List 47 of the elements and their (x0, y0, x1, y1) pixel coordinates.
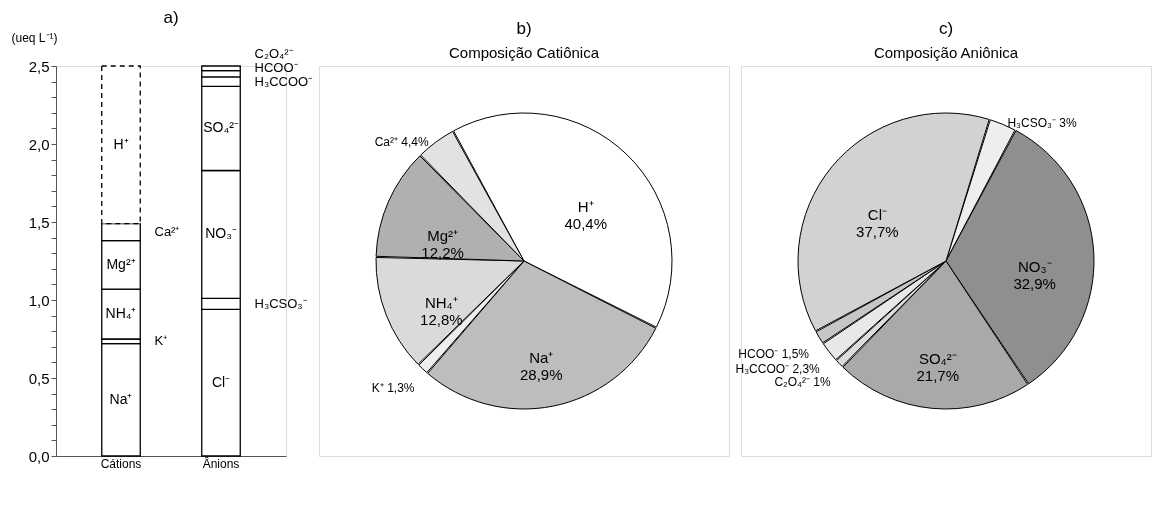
series-label: HCOO⁻ (254, 59, 298, 75)
series-label: NH₄⁺ (105, 305, 137, 322)
slice-label: Mg²⁺ (427, 226, 459, 244)
series-label: SO₄²⁻ (203, 119, 239, 136)
series-label: Cl⁻ (211, 373, 231, 390)
series-label: Na⁺ (109, 390, 133, 407)
slice-label: HCOO⁻ 1,5% (738, 346, 810, 361)
data-label: 12,8% (420, 311, 463, 329)
series-label: C₂O₄²⁻ (254, 45, 293, 61)
series-label: K⁺ (154, 333, 168, 349)
chart-subtitle: Composição Aniônica (873, 44, 1019, 61)
slice-label: NO₃⁻ (1017, 257, 1052, 275)
series-label: Mg²⁺ (106, 255, 136, 272)
slice-label: Ca²⁺ 4,4% (374, 135, 429, 150)
slice-label: Na⁺ (529, 349, 554, 367)
y-tick-label: 0,5 (28, 369, 50, 387)
data-label: 40,4% (564, 215, 608, 233)
y-tick-label: 1,0 (28, 291, 50, 309)
series-label: H⁺ (113, 135, 129, 152)
slice-label: H₃CSO₃⁻ 3% (1007, 116, 1077, 131)
x-tick-label: Cátions (100, 456, 142, 471)
slice-label: Cl⁻ (867, 205, 887, 223)
chart-title: b) (516, 19, 532, 38)
slice-label: H⁺ (577, 198, 594, 216)
chart-subtitle: Composição Catiônica (448, 44, 600, 61)
x-tick-label: Ânions (202, 455, 240, 471)
slice-label: K⁺ 1,3% (371, 380, 415, 395)
y-tick-label: 1,5 (28, 213, 50, 231)
y-tick-label: 0,0 (28, 447, 50, 465)
series-label: NO₃⁻ (205, 225, 237, 242)
series-label: H₃CCOO⁻ (254, 73, 313, 89)
chart-title: c) (938, 19, 954, 38)
y-axis-title: (ueq L⁻¹) (11, 30, 58, 45)
slice-label: H₃CCOO⁻ 2,3% (735, 362, 821, 377)
data-label: 32,9% (1013, 274, 1056, 292)
slice-label: SO₄²⁻ (918, 350, 957, 368)
data-label: 12,2% (421, 243, 464, 261)
y-tick-label: 2,5 (28, 57, 50, 75)
data-label: 37,7% (856, 222, 899, 240)
slice-label: C₂O₄²⁻ 1% (774, 375, 831, 390)
y-tick-label: 2,0 (28, 135, 50, 153)
slice-label: NH₄⁺ (424, 294, 458, 312)
series-label: H₃CSO₃⁻ (254, 295, 307, 311)
chart-title: a) (163, 8, 179, 27)
series-label: Ca²⁺ (154, 224, 180, 240)
data-label: 21,7% (916, 367, 960, 385)
data-label: 28,9% (519, 366, 563, 384)
